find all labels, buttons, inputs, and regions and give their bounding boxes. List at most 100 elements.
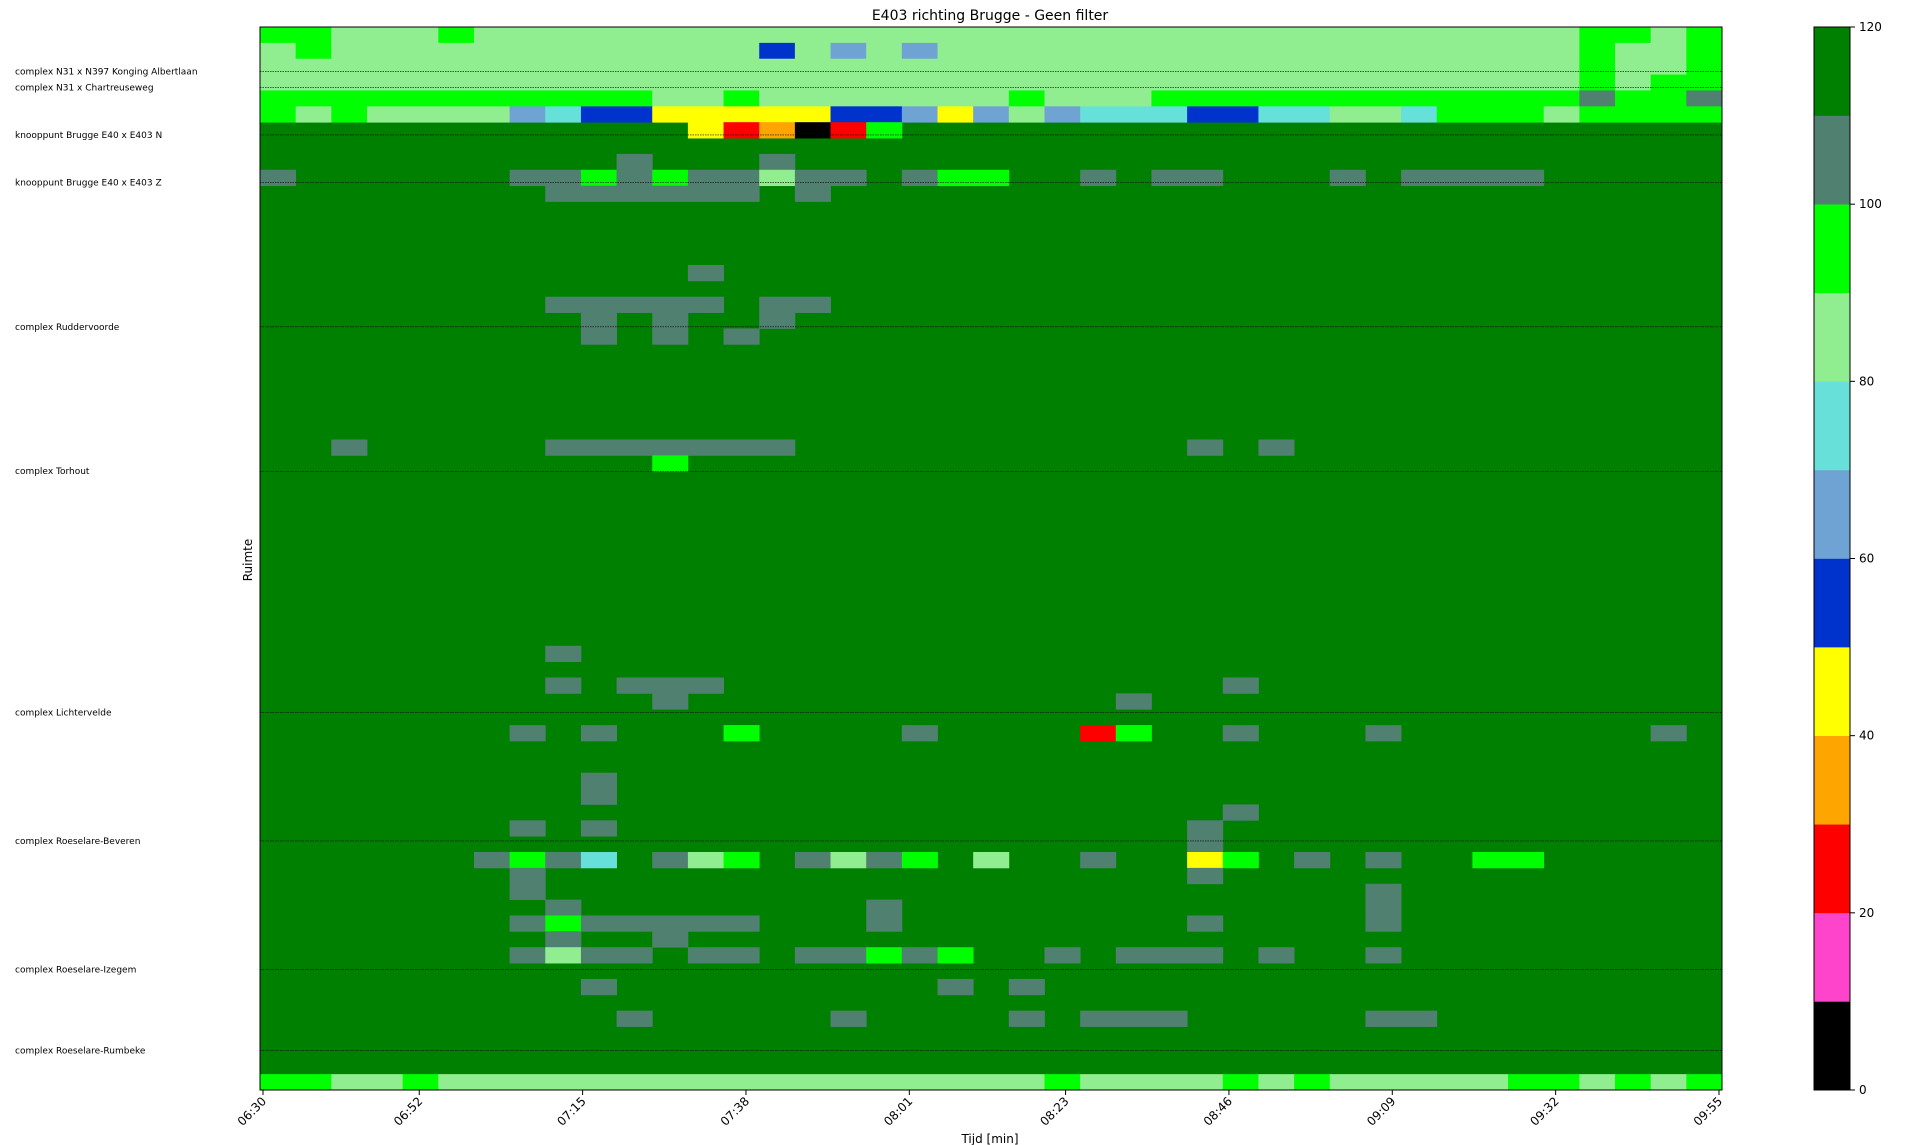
heatmap-cell: [794, 122, 831, 139]
heatmap-cell: [1615, 1074, 1652, 1091]
heatmap-cell: [1365, 947, 1402, 964]
x-tick-label: 06:30: [235, 1094, 269, 1128]
heatmap-cell: [1187, 820, 1224, 837]
location-label: complex Lichtervelde: [15, 708, 112, 718]
heatmap-cell: [545, 852, 582, 869]
location-label: complex N31 x Chartreuseweg: [15, 83, 154, 93]
heatmap-cell: [901, 725, 938, 742]
heatmap-cell: [580, 312, 617, 329]
heatmap-cell: [1365, 1010, 1438, 1027]
plot-frame: [259, 26, 1723, 1091]
heatmap-cell: [402, 1074, 439, 1091]
x-tick-label: 09:09: [1364, 1094, 1398, 1128]
heatmap-cell: [1365, 725, 1402, 742]
heatmap-cell: [580, 772, 617, 789]
heatmap-cell: [652, 90, 724, 107]
location-label: complex Ruddervoorde: [15, 323, 120, 333]
heatmap-cell: [1508, 1074, 1580, 1091]
heatmap-cell: [1008, 1010, 1045, 1027]
heatmap-cell: [830, 106, 903, 123]
heatmap-cell: [1436, 106, 1545, 123]
heatmap-cell: [1115, 693, 1152, 710]
heatmap-cell: [1187, 852, 1224, 869]
heatmap-cell: [723, 122, 760, 139]
heatmap-cell: [509, 169, 582, 187]
x-tick-label: 08:46: [1201, 1094, 1235, 1128]
heatmap-cell: [1222, 1074, 1259, 1091]
colorbar-tick-label: 40: [1859, 729, 1874, 743]
heatmap-cell: [295, 42, 332, 60]
heatmap-cell: [652, 106, 831, 123]
heatmap-background: [260, 27, 1722, 1090]
heatmap-cell: [652, 312, 689, 329]
heatmap-cell: [687, 122, 724, 139]
heatmap-cell: [331, 42, 760, 60]
heatmap-cell: [1329, 1074, 1509, 1091]
heatmap-cell: [580, 978, 617, 996]
heatmap-cell: [866, 122, 903, 139]
heatmap-cell: [866, 899, 903, 916]
heatmap-cell: [260, 90, 653, 107]
heatmap-cell: [545, 296, 724, 313]
heatmap-cell: [1365, 915, 1402, 932]
heatmap-cell: [545, 931, 582, 948]
heatmap-cell: [759, 153, 796, 171]
x-tick-label: 09:55: [1691, 1094, 1725, 1128]
heatmap-cell: [937, 106, 974, 123]
heatmap-cell: [1080, 852, 1117, 869]
heatmap-cell: [1222, 677, 1259, 694]
heatmap-cell: [473, 27, 1580, 44]
colorbar-segment: [1814, 115, 1850, 205]
heatmap-cell: [509, 852, 546, 869]
heatmap-cell: [1365, 852, 1402, 869]
colorbar-segment: [1814, 735, 1850, 825]
heatmap-cell: [616, 677, 724, 694]
heatmap-cell: [1686, 90, 1723, 107]
heatmap-cell: [901, 106, 938, 123]
heatmap-cell: [830, 852, 867, 869]
heatmap-cell: [545, 915, 582, 932]
colorbar: 0 20 40 60 80 100 120: [1813, 20, 1882, 1097]
heatmap-cell: [1650, 1074, 1687, 1091]
x-axis-ticks: 06:30 06:52 07:15 07:38 08:01 08:23 08:46 09:09…: [235, 1090, 1725, 1129]
heatmap-cell: [545, 677, 582, 694]
heatmap-cell: [687, 852, 724, 869]
heatmap-cell: [473, 852, 511, 869]
colorbar-segment: [1814, 469, 1850, 559]
x-tick-label: 07:15: [554, 1094, 588, 1128]
heatmap-cell: [260, 58, 1580, 75]
heatmap-cell: [1615, 74, 1652, 91]
heatmap-cell: [723, 328, 760, 345]
heatmap-cell: [759, 90, 1010, 107]
heatmap-cell: [901, 852, 938, 869]
colorbar-tick-label: 120: [1859, 20, 1882, 34]
heatmap-cell: [723, 725, 760, 742]
colorbar-segment: [1814, 912, 1850, 1002]
heatmap-cell: [1543, 106, 1580, 123]
location-label: complex Roeselare-Beveren: [15, 837, 140, 847]
heatmap-cell: [1365, 899, 1402, 916]
heatmap-cell: [866, 947, 903, 964]
heatmap-cell: [580, 106, 653, 123]
x-axis-label: Tijd [min]: [960, 1132, 1018, 1145]
heatmap-cell: [545, 899, 582, 916]
heatmap-cell: [1579, 42, 1616, 60]
heatmap-cell: [1187, 915, 1224, 932]
location-label: knooppunt Brugge E40 x E403 Z: [15, 178, 162, 188]
heatmap-cell: [901, 169, 938, 187]
location-label: knooppunt Brugge E40 x E403 N: [15, 131, 162, 141]
heatmap-cell: [1008, 106, 1045, 123]
heatmap-cell: [580, 169, 617, 187]
heatmap-cell: [1401, 106, 1438, 123]
heatmap-cell: [616, 153, 653, 171]
heatmap-cell: [260, 74, 1580, 91]
x-tick-label: 09:32: [1527, 1094, 1561, 1128]
heatmap-cell: [545, 947, 582, 964]
heatmap-cell: [1222, 804, 1259, 821]
location-label: complex Roeselare-Izegem: [15, 965, 136, 975]
heatmap-cell: [1187, 439, 1224, 456]
heatmap-cell: [1044, 947, 1081, 964]
colorbar-segment: [1814, 292, 1850, 382]
chart-title: E403 richting Brugge - Geen filter: [872, 8, 1109, 24]
heatmap-cell: [1579, 106, 1723, 123]
